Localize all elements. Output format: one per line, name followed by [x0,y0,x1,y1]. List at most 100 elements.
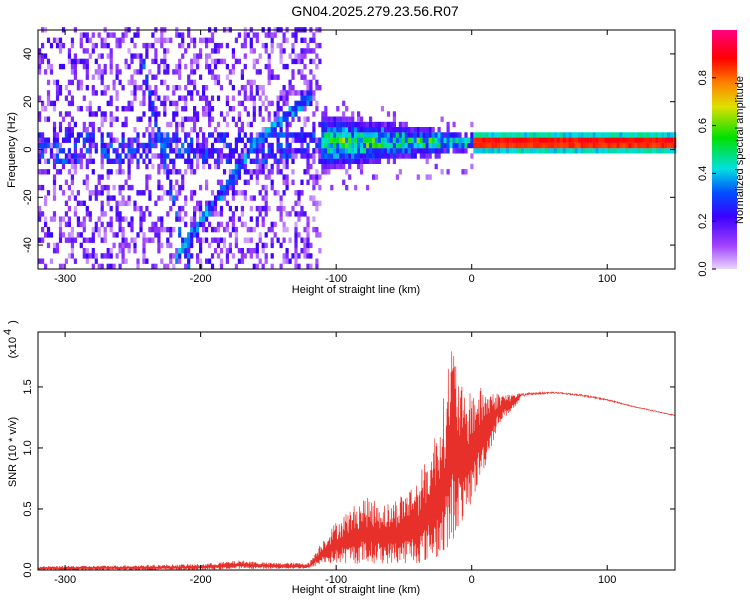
spectrogram-cell [91,237,95,243]
spectrogram-cell [446,132,450,138]
spectrogram-cell [231,106,235,112]
spectrogram-cell [255,132,259,138]
spectrogram-cell [598,148,602,154]
spectrogram-cell [205,53,209,59]
spectrogram-cell [383,142,388,149]
spectrogram-cell [267,69,271,75]
spectrogram-cell [658,148,662,154]
spectrogram-cell [294,226,298,233]
spectrogram-cell [291,153,295,159]
spectrogram-cell [85,179,89,185]
spectrogram-cell [380,148,385,154]
spectrogram-cell [237,153,241,159]
spectrogram-cell [562,142,566,149]
spectrogram-cell [440,132,444,138]
spectrogram-cell [79,32,83,38]
spectrogram-cell [327,121,331,128]
spectrogram-cell [112,263,116,270]
spectrogram-cell [342,116,346,122]
spectrogram-cell [318,184,322,191]
spectrogram-cell [494,132,498,138]
spectrogram-cell [264,127,268,133]
spectrogram-cell [434,148,438,154]
spectrogram-cell [634,142,638,149]
spectrogram-cell [172,69,176,75]
spectrogram-cell [178,232,182,238]
spectrogram-cell [210,37,215,43]
spectrogram-cell [181,95,185,101]
spectrogram-cell [351,153,355,159]
spectrogram-cell [88,37,92,43]
spectrogram-cell [401,148,405,154]
spectrogram-cell [142,216,146,222]
spectrogram-cell [64,200,68,206]
spectrogram-cell [261,242,265,249]
spectrogram-cell [82,48,86,54]
spectrogram-cell [255,263,259,270]
spectrogram-cell [482,142,486,149]
spectrogram-cell [61,63,66,70]
spectrogram-cell [91,127,95,133]
spectrogram-cell [616,148,620,154]
spectrogram-cell [202,85,206,91]
spectrogram-cell [249,121,253,128]
spectrogram-cell [336,148,340,154]
spectrogram-cell [345,106,349,112]
spectrogram-cell [342,179,346,185]
spectrogram-cell [240,221,244,228]
spectrogram-cell [154,153,158,159]
spectrogram-cell [324,116,328,122]
spectrogram-cell [166,174,170,180]
spectrogram-cell [178,258,182,264]
spectrogram-cell [70,174,74,180]
spectrogram-cell [61,263,66,270]
spectrogram-cell [121,132,125,138]
spectrogram-cell [184,253,188,259]
spectrogram-cell [88,100,92,107]
spectrogram-cell [306,237,310,243]
spectrogram-cell [109,32,113,38]
spectrogram-cell [321,132,325,138]
spectrogram-cell [467,137,471,143]
spectrogram-cell [455,137,459,143]
spectrogram-cell [279,58,283,65]
spectrogram-cell [330,184,334,191]
spectrogram-cell [267,205,271,212]
spectrogram-cell [106,85,110,91]
spectrogram-cell [136,158,140,164]
spectrogram-cell [172,253,176,259]
spectrogram-cell [547,137,552,143]
spectrogram-cell [628,142,632,149]
spectrogram-cell [369,142,373,149]
spectrogram-cell [255,137,259,143]
spectrogram-cell [208,148,212,154]
spectrogram-cell [216,179,221,185]
spectrogram-cell [616,142,620,149]
spectrogram-cell [488,142,492,149]
spectrogram-cell [157,232,161,238]
spectrogram-cell [383,121,388,128]
spectrogram-cell [255,221,259,228]
spectrogram-cell [440,116,444,122]
spectrogram-cell [103,153,107,159]
spectrogram-cell [225,179,229,185]
spectrogram-cell [154,132,158,138]
spectrogram-cell [115,148,119,154]
spectrogram-cell [628,137,632,143]
spectrogram-cell [205,179,209,185]
spectrogram-cell [661,137,665,143]
spectrogram-cell [121,142,125,149]
spectrogram-cell [255,90,259,96]
spectrogram-cell [76,158,80,164]
spectrogram-cell [196,205,200,212]
spectrogram-cell [154,137,158,143]
spectrogram-cell [181,37,185,43]
spectrogram-cell [661,142,665,149]
spectrogram-cell [175,258,179,264]
spectrogram-cell [85,158,89,164]
spectrogram-cell [184,195,188,201]
spectrogram-cell [324,158,328,164]
spectrogram-cell [169,158,173,164]
spectrogram-cell [169,190,173,196]
spectrogram-cell [130,53,134,59]
